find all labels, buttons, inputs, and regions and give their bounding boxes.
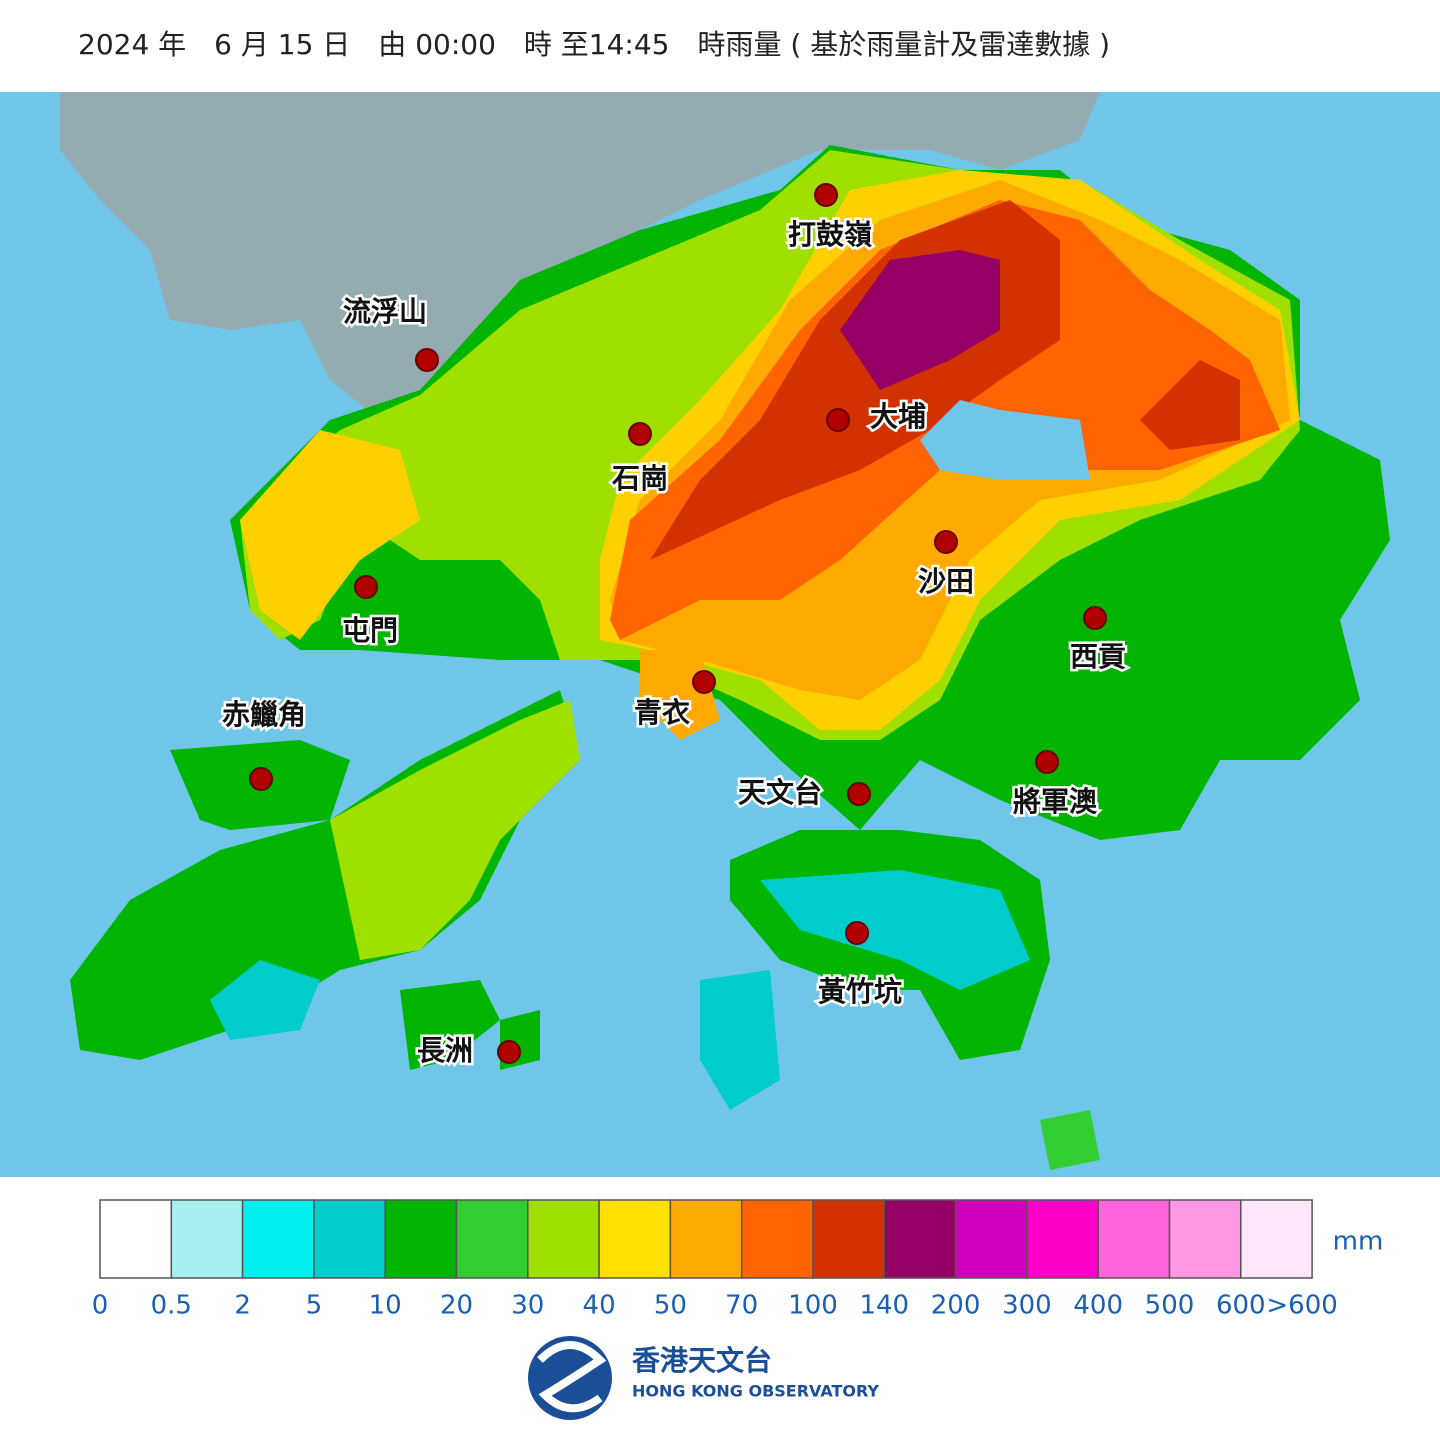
legend-tick-label: 300: [1002, 1291, 1052, 1321]
station-label: 沙田: [918, 565, 974, 598]
legend-tick-label: 600: [1216, 1291, 1266, 1321]
legend-tick-label: 20: [440, 1291, 473, 1321]
station-dot: [354, 575, 378, 599]
legend-swatch: [1026, 1199, 1099, 1279]
legend-swatch: [740, 1199, 814, 1279]
station-dot: [1083, 606, 1107, 630]
station-dot: [249, 767, 273, 791]
legend-tick-label: 140: [859, 1291, 909, 1321]
legend-over-label: >600: [1266, 1291, 1337, 1321]
station-dot: [847, 782, 871, 806]
legend-tick-label: 40: [583, 1291, 616, 1321]
title: 2024 年 6 月 15 日 由 00:00 時 至14:45 時雨量 ( 基…: [78, 28, 1110, 61]
legend-swatch: [669, 1199, 743, 1279]
station-dot: [934, 530, 958, 554]
legend-tick-label: 0.5: [151, 1291, 192, 1321]
station-label: 天文台: [738, 776, 822, 809]
station-dot: [845, 921, 869, 945]
station-label: 西貢: [1070, 640, 1126, 673]
station-label: 赤鱲角: [222, 698, 306, 731]
legend-tick-label: 30: [511, 1291, 544, 1321]
logo-name-zh: 香港天文台: [632, 1344, 772, 1377]
legend-tick-label: 2: [234, 1291, 251, 1321]
legend-tick-label: 400: [1073, 1291, 1123, 1321]
station-label: 石崗: [611, 462, 668, 495]
station-label: 屯門: [342, 614, 398, 647]
station-label: 黃竹坑: [818, 975, 902, 1008]
map: [0, 92, 1440, 1177]
legend: 0 0.5 2 5 10 20 30 40 50 70 100 140 200 300 400 500 600 >…: [92, 1199, 1338, 1321]
station-label: 青衣: [634, 696, 690, 729]
legend-swatch: [812, 1199, 886, 1279]
legend-tick-label: 200: [931, 1291, 981, 1321]
legend-tick-label: 50: [654, 1291, 687, 1321]
station-label: 流浮山: [343, 295, 427, 328]
legend-swatch: [954, 1199, 1028, 1279]
legend-swatch: [99, 1199, 173, 1279]
station-label: 大埔: [870, 400, 926, 433]
legend-tick-label: 500: [1145, 1291, 1195, 1321]
legend-tick-label: 0: [92, 1291, 109, 1321]
legend-swatch: [598, 1199, 672, 1279]
station-label: 長洲: [417, 1034, 473, 1067]
legend-swatch: [170, 1199, 244, 1279]
station-label: 打鼓嶺: [788, 218, 872, 251]
legend-tick-label: 5: [306, 1291, 323, 1321]
legend-tick-label: 10: [369, 1291, 402, 1321]
station-dot: [692, 670, 716, 694]
legend-tick-label: 70: [725, 1291, 758, 1321]
station-dot: [814, 183, 838, 207]
station-dot: [628, 422, 652, 446]
station-label: 將軍澳: [1013, 785, 1098, 818]
station-dot: [826, 408, 850, 432]
legend-swatch: [313, 1199, 386, 1279]
legend-unit: mm: [1333, 1227, 1384, 1257]
station-dot: [415, 348, 439, 372]
legend-swatch: [384, 1199, 458, 1279]
legend-swatch: [1097, 1199, 1171, 1279]
logo: 香港天文台 HONG KONG OBSERVATORY: [528, 1336, 879, 1420]
legend-swatch: [455, 1199, 529, 1279]
legend-swatch: [241, 1199, 315, 1279]
legend-swatch: [1240, 1199, 1313, 1279]
logo-name-en: HONG KONG OBSERVATORY: [632, 1382, 879, 1401]
legend-tick-label: 100: [788, 1291, 838, 1321]
station-dot: [497, 1040, 521, 1064]
legend-swatch: [1168, 1199, 1242, 1279]
legend-swatch: [527, 1199, 600, 1279]
legend-swatch: [883, 1199, 957, 1279]
station-dot: [1035, 750, 1059, 774]
